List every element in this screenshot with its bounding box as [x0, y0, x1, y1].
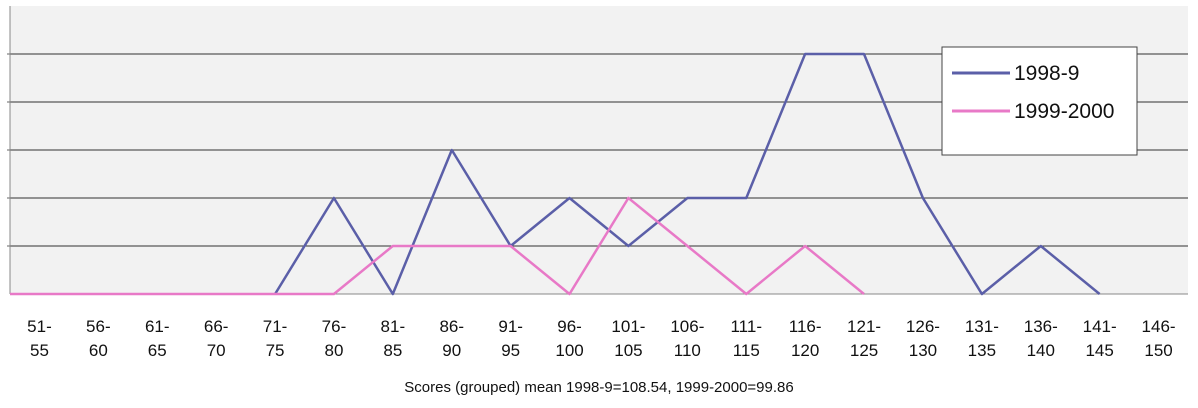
legend-label-2: 1999-2000 [1014, 100, 1114, 123]
x-tick-label: 86-90 [439, 317, 464, 360]
x-tick-label: 66-70 [204, 317, 229, 360]
x-tick-label: 91-95 [498, 317, 523, 360]
x-tick-label: 126-130 [906, 317, 940, 360]
x-tick-label: 71-75 [263, 317, 288, 360]
legend-items: 1998-9 1999-2000 [952, 62, 1114, 123]
x-tick-label: 76-80 [322, 317, 347, 360]
x-tick-label: 111-115 [730, 317, 762, 360]
legend-label-1: 1998-9 [1014, 62, 1079, 85]
x-tick-label: 131-135 [965, 317, 999, 360]
x-tick-label: 56-60 [86, 317, 111, 360]
series-lines [10, 52, 1101, 296]
x-tick-label: 61-65 [145, 317, 170, 360]
x-tick-label: 81-85 [381, 317, 406, 360]
x-tick-label: 141-145 [1083, 317, 1117, 360]
x-tick-label: 106-110 [670, 317, 704, 360]
x-tick-label: 146-150 [1142, 317, 1176, 360]
x-axis-label: Scores (grouped) mean 1998-9=108.54, 199… [404, 379, 793, 396]
x-tick-label: 51-55 [27, 317, 52, 360]
legend: 1998-9 1999-2000 [941, 46, 1138, 156]
legend-box [941, 46, 1138, 156]
x-tick-labels: 51-55 56-60 61-65 66-70 71-75 76-80 81-85 86-90… [27, 317, 1175, 360]
x-tick-label: 101-105 [611, 317, 645, 360]
x-tick-label: 116-120 [789, 317, 822, 360]
series-line-2 [10, 196, 865, 296]
x-tick-label: 96-100 [555, 317, 583, 360]
x-tick-label: 121-125 [847, 317, 881, 360]
x-tick-label: 136-140 [1024, 317, 1058, 360]
